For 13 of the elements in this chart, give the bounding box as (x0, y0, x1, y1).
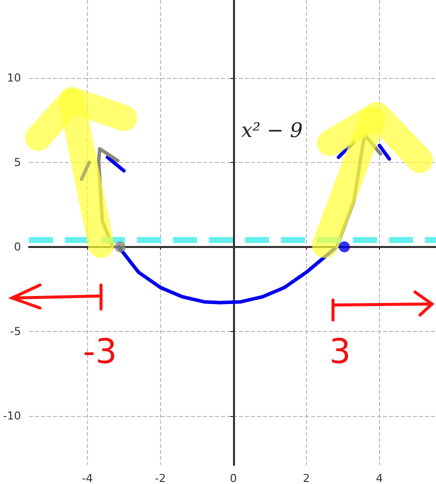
annotation: 3 (329, 332, 351, 372)
x-tick-label: -2 (154, 472, 166, 484)
y-tick-label: -10 (3, 409, 21, 422)
annotation: x² − 9 (241, 118, 304, 142)
x-tick-label: 0 (230, 472, 237, 484)
y-tick-label: 5 (14, 156, 21, 169)
annotation: -3 (83, 332, 117, 372)
y-tick-label: -5 (10, 324, 21, 338)
x-tick-label: -4 (82, 472, 93, 484)
y-tick-label: 10 (6, 71, 21, 84)
x-tick-label: 4 (376, 472, 383, 484)
x-tick-label: 2 (302, 472, 310, 484)
y-tick-label: 0 (14, 240, 21, 254)
